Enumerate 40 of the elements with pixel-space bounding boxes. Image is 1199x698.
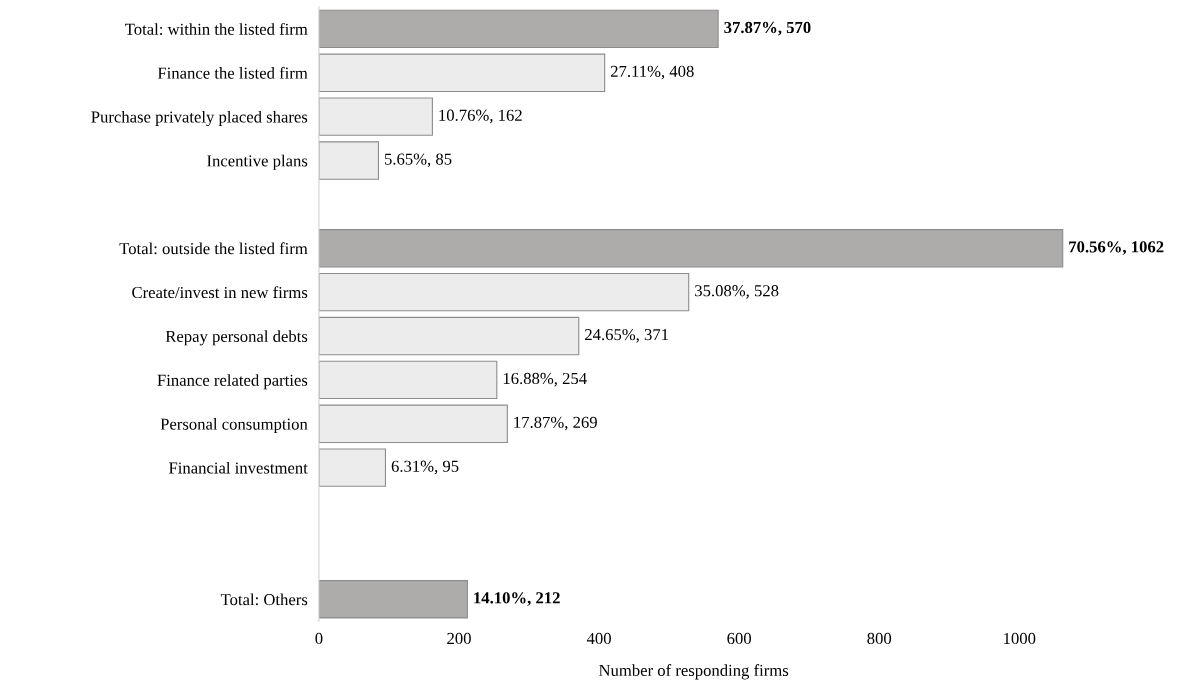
x-tick-label: 1000 [1004, 632, 1036, 645]
bar [318, 141, 380, 180]
bar [318, 448, 387, 487]
y-tick-label: Create/invest in new firms [132, 286, 308, 299]
x-tick-label: 200 [447, 632, 471, 645]
y-tick-label: Finance the listed firm [157, 66, 308, 79]
x-tick-label: 400 [586, 632, 611, 645]
bar [318, 53, 606, 92]
y-tick-label: Incentive plans [207, 154, 308, 170]
data-label: 16.88%, 254 [503, 372, 587, 387]
data-label: 5.65%, 85 [384, 153, 452, 168]
data-label: 35.08%, 528 [695, 285, 779, 299]
data-label: 10.76%, 162 [439, 109, 522, 124]
y-tick-label: Total: within the listed firm [125, 22, 308, 35]
y-tick-label: Repay personal debts [165, 330, 308, 346]
bar [318, 580, 468, 619]
bar [318, 404, 508, 443]
y-tick-label: Financial investment [168, 461, 308, 474]
x-tick-label: 600 [727, 632, 752, 645]
y-tick-label: Finance related parties [157, 374, 308, 390]
data-label: 24.65%, 371 [585, 328, 669, 343]
y-tick-label: Purchase privately placed shares [91, 110, 308, 127]
y-tick-label: Total: Others [220, 593, 308, 606]
y-tick-label: Total: outside the listed firm [119, 242, 308, 255]
data-label: 27.11%, 408 [610, 65, 694, 80]
y-tick-label: Personal consumption [160, 418, 308, 434]
x-tick-label: 800 [867, 632, 892, 645]
bar [318, 272, 690, 312]
bar [318, 9, 719, 49]
data-label: 14.10%, 212 [474, 592, 560, 606]
data-label: 17.87%, 269 [514, 416, 597, 431]
data-label: 70.56%, 1062 [1069, 241, 1164, 255]
bar [318, 97, 433, 136]
data-label: 37.87%, 570 [724, 21, 811, 36]
data-label: 6.31%, 95 [391, 460, 459, 475]
x-axis-title: Number of responding firms [598, 664, 789, 680]
bar [318, 229, 1064, 268]
bar [318, 316, 580, 356]
bar [318, 360, 498, 400]
x-tick-label: 0 [315, 632, 323, 645]
